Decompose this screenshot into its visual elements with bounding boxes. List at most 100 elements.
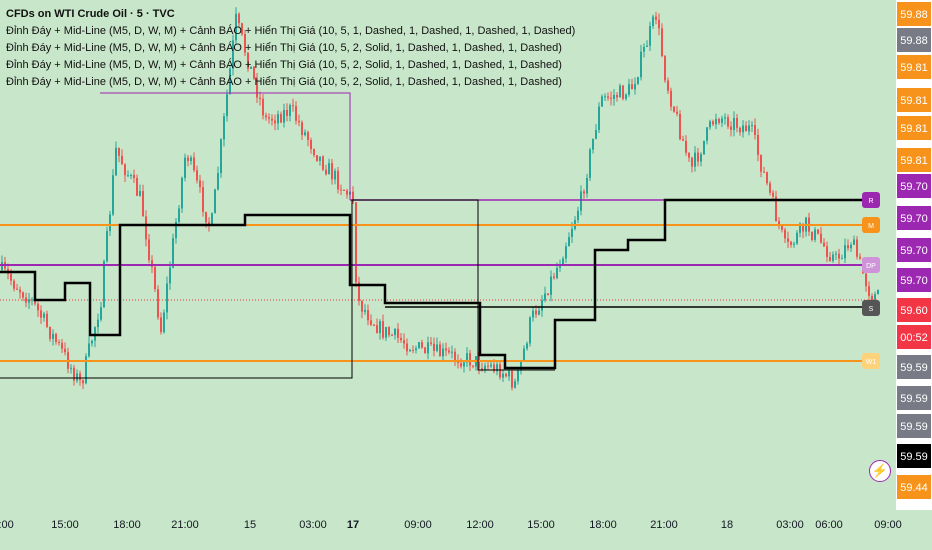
candle-body (436, 344, 438, 351)
level-badge-label: R (868, 198, 873, 205)
candle-body (106, 231, 108, 262)
candle-body (625, 94, 627, 99)
candle-body (739, 127, 741, 133)
candle-body (508, 371, 510, 377)
candle-body (826, 246, 828, 258)
candle-body (220, 139, 222, 174)
candle-body (814, 229, 816, 240)
price-label-box (897, 475, 931, 499)
candle-body (496, 364, 498, 372)
candle-body (571, 228, 573, 238)
level-badge (862, 257, 880, 273)
candle-body (415, 348, 417, 351)
time-tick-label: 12:00 (0, 519, 14, 531)
lightning-bolt-icon[interactable]: ⚡ (869, 460, 891, 482)
candle-body (817, 229, 819, 234)
time-tick-label: 06:00 (815, 519, 843, 531)
candle-body (790, 241, 792, 245)
price-label: 59.60 (900, 305, 928, 317)
candle-body (586, 177, 588, 194)
candle-body (505, 373, 507, 377)
candle-body (61, 342, 63, 349)
candle-body (34, 299, 36, 304)
candle-body (205, 211, 207, 223)
candle-body (262, 98, 264, 116)
candle-body (793, 243, 795, 245)
time-tick-label: 03:00 (776, 519, 804, 531)
candle-body (664, 56, 666, 81)
candle-body (391, 335, 393, 337)
candle-body (340, 189, 342, 191)
candle-body (526, 343, 528, 349)
indicator-line[interactable]: Đỉnh Đáy + Mid-Line (M5, D, W, M) + Cảnh… (6, 59, 562, 71)
candle-body (583, 191, 585, 194)
price-label-box (897, 414, 931, 438)
candle-body (841, 258, 843, 260)
price-label-box (897, 116, 931, 140)
price-label: 59.70 (900, 213, 928, 225)
candle-body (430, 342, 432, 344)
candle-body (640, 51, 642, 78)
candle-body (565, 246, 567, 259)
candle-body (190, 157, 192, 162)
candle-body (697, 152, 699, 162)
candle-body (211, 213, 213, 226)
indicator-line[interactable]: Đỉnh Đáy + Mid-Line (M5, D, W, M) + Cảnh… (6, 42, 562, 54)
candle-body (853, 239, 855, 245)
candle-body (79, 373, 81, 381)
time-tick-label: 18:00 (589, 519, 617, 531)
candle-body (439, 344, 441, 357)
price-label: 59.70 (900, 245, 928, 257)
candle-body (304, 132, 306, 136)
candle-body (631, 84, 633, 90)
price-label: 59.81 (900, 95, 928, 107)
candle-body (82, 380, 84, 384)
candle-body (616, 94, 618, 98)
indicator-line[interactable]: Đỉnh Đáy + Mid-Line (M5, D, W, M) + Cảnh… (6, 76, 562, 88)
candle-body (757, 134, 759, 155)
candle-body (580, 191, 582, 211)
candle-body (343, 189, 345, 191)
price-label: 59.81 (900, 62, 928, 74)
candle-body (199, 180, 201, 188)
candle-body (214, 189, 216, 214)
candle-body (385, 327, 387, 338)
candle-body (277, 114, 279, 124)
candle-body (271, 118, 273, 121)
candle-body (703, 140, 705, 155)
time-tick-label: 21:00 (171, 519, 199, 531)
candle-body (541, 300, 543, 311)
time-tick-label: 17 (347, 519, 359, 531)
candle-body (484, 365, 486, 371)
candle-body (724, 117, 726, 119)
level-badge-label: W1 (866, 359, 877, 366)
candle-body (598, 106, 600, 131)
candle-body (454, 351, 456, 361)
candle-body (661, 28, 663, 57)
candle-body (421, 342, 423, 348)
candle-body (655, 16, 657, 20)
indicator-line[interactable]: Đỉnh Đáy + Mid-Line (M5, D, W, M) + Cảnh… (6, 25, 576, 37)
price-label-box (897, 88, 931, 112)
candle-body (673, 106, 675, 112)
price-label: 59.81 (900, 123, 928, 135)
symbol-title[interactable]: CFDs on WTI Crude Oil · 5 · TVC (6, 8, 175, 20)
candle-body (718, 118, 720, 123)
candle-body (22, 292, 24, 298)
time-tick-label: 18 (721, 519, 733, 531)
price-label: 59.88 (900, 35, 928, 47)
candle-body (232, 40, 234, 69)
candle-body (364, 310, 366, 312)
candle-body (877, 290, 879, 295)
level-badge-label: S (869, 306, 874, 313)
candle-body (490, 364, 492, 367)
candle-body (685, 140, 687, 153)
candle-body (28, 299, 30, 303)
candle-body (16, 288, 18, 290)
candle-body (553, 276, 555, 279)
weekly-box (100, 92, 351, 200)
candle-body (256, 78, 258, 98)
candle-body (607, 96, 609, 98)
candle-body (823, 242, 825, 247)
